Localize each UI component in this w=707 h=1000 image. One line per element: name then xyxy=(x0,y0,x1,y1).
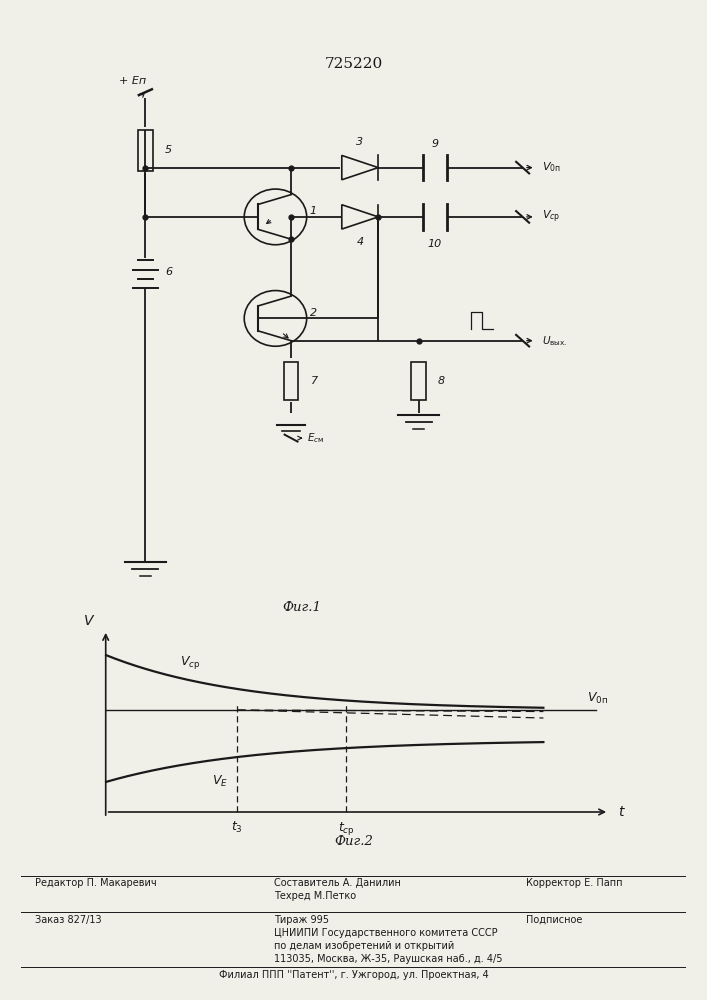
Text: Тираж 995: Тираж 995 xyxy=(274,915,329,925)
Text: Фиг.2: Фиг.2 xyxy=(334,835,373,848)
Text: Филиал ППП ''Патент'', г. Ужгород, ул. Проектная, 4: Филиал ППП ''Патент'', г. Ужгород, ул. П… xyxy=(218,970,489,980)
Text: 8: 8 xyxy=(438,376,445,386)
Text: Редактор П. Макаревич: Редактор П. Макаревич xyxy=(35,878,156,888)
Text: $V_{c\text{р}}$: $V_{c\text{р}}$ xyxy=(180,654,201,671)
Text: 725220: 725220 xyxy=(325,57,382,71)
Text: Фиг.1: Фиг.1 xyxy=(282,601,321,614)
Text: 2: 2 xyxy=(310,308,317,318)
Text: Составитель А. Данилин: Составитель А. Данилин xyxy=(274,878,401,888)
Text: $V_E$: $V_E$ xyxy=(212,774,228,789)
Text: $V_{0\text{п}}$: $V_{0\text{п}}$ xyxy=(587,690,608,706)
Text: 4: 4 xyxy=(356,237,363,247)
Text: 113035, Москва, Ж-35, Раушская наб., д. 4/5: 113035, Москва, Ж-35, Раушская наб., д. … xyxy=(274,954,502,964)
Text: -: - xyxy=(286,419,290,432)
Text: Заказ 827/13: Заказ 827/13 xyxy=(35,915,101,925)
Text: 7: 7 xyxy=(310,376,317,386)
Text: t: t xyxy=(618,805,624,819)
Text: 9: 9 xyxy=(431,139,438,149)
Text: по делам изобретений и открытий: по делам изобретений и открытий xyxy=(274,941,454,951)
Text: V: V xyxy=(83,614,93,628)
Text: $U_{\text{вых.}}$: $U_{\text{вых.}}$ xyxy=(542,334,568,348)
Text: 5: 5 xyxy=(165,145,172,155)
Text: 1: 1 xyxy=(310,206,317,216)
Bar xyxy=(138,130,153,170)
Text: Корректор Е. Папп: Корректор Е. Папп xyxy=(526,878,623,888)
Text: 6: 6 xyxy=(165,267,172,277)
Text: $t_3$: $t_3$ xyxy=(231,820,243,835)
Text: + Eп: + Eп xyxy=(119,76,146,86)
Text: $E_{c\text{м}}$: $E_{c\text{м}}$ xyxy=(308,431,325,445)
Bar xyxy=(284,362,298,400)
Text: 3: 3 xyxy=(356,137,363,147)
Text: Техред М.Петко: Техред М.Петко xyxy=(274,891,356,901)
Text: $V_{c\text{р}}$: $V_{c\text{р}}$ xyxy=(542,209,561,225)
Text: Подписное: Подписное xyxy=(526,915,583,925)
Text: $V_{0\text{п}}$: $V_{0\text{п}}$ xyxy=(542,161,561,174)
Text: ЦНИИПИ Государственного комитета СССР: ЦНИИПИ Государственного комитета СССР xyxy=(274,928,498,938)
Bar xyxy=(411,362,426,400)
Text: $t_{c\text{р}}$: $t_{c\text{р}}$ xyxy=(338,820,355,837)
Text: 10: 10 xyxy=(428,239,442,249)
